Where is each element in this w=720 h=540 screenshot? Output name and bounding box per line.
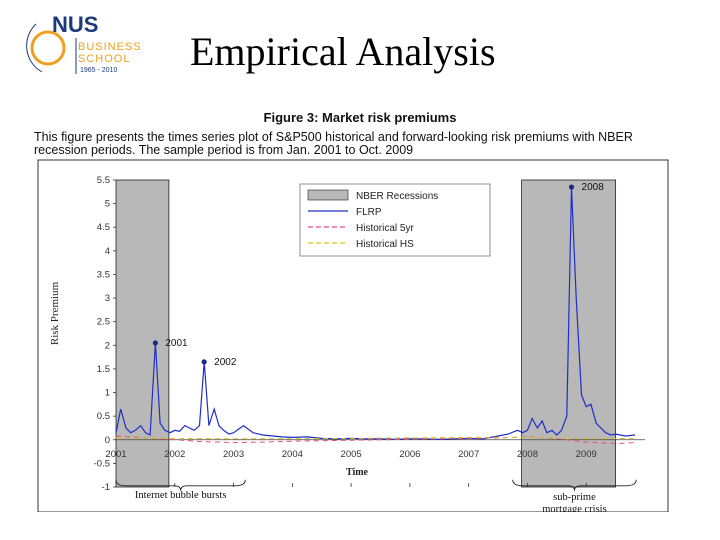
period-bracket-2 [512,479,637,491]
y-tick-label: 5.5 [97,175,110,186]
y-tick-label: -0.5 [94,458,110,469]
chart-frame [37,159,669,512]
figure-panel: Figure 3: Market risk premiums This figu… [30,102,690,512]
x-tick-label: 2007 [458,449,479,460]
logo-numeral: NUS [52,12,98,37]
period-bracket-label: Internet bubble bursts [135,490,227,501]
x-tick-label: 2006 [399,449,420,460]
annotation-label: 2001 [165,338,188,349]
y-tick-label: 5 [105,199,110,210]
y-tick-label: 2.5 [97,317,110,328]
x-tick-label: 2009 [576,449,597,460]
logo-years: 1965 - 2010 [80,67,117,74]
y-tick-label: 1.5 [97,364,110,375]
x-tick-label: 2003 [223,449,244,460]
period-bracket-label: mortgage crisis [542,504,606,512]
y-tick-label: 4.5 [97,222,110,233]
legend-label: NBER Recessions [356,191,438,202]
y-tick-label: 3.5 [97,269,110,280]
figure-caption: This figure presents the times series pl… [34,130,633,157]
logo-line2: SCHOOL [78,53,130,65]
x-tick-label: 2001 [105,449,126,460]
x-tick-label: 2004 [282,449,303,460]
annotation-marker [201,359,207,365]
legend-swatch [307,189,349,201]
slide-title: Empirical Analysis [190,29,496,74]
legend-label: FLRP [356,207,382,218]
nus-logo: NUS BUSINESS SCHOOL 1965 - 2010 [22,12,152,82]
annotation-label: 2002 [214,357,237,368]
series-line-historical-5yr [115,435,636,445]
logo-arc [26,23,43,73]
annotation-marker [152,340,158,346]
y-tick-label: -1 [102,482,110,493]
x-tick-label: 2005 [341,449,362,460]
x-axis-label: Time [346,467,369,478]
logo-ring [30,30,66,66]
logo-line1: BUSINESS [78,41,142,53]
legend-label: Historical HS [356,239,414,250]
y-tick-label: 3 [105,293,110,304]
period-bracket-1 [115,479,246,491]
legend-label: Historical 5yr [356,223,414,234]
period-bracket-label: sub-prime [553,492,596,503]
risk-premium-chart: -1 -0.5 0 0.5 1 1.5 2 2.5 3 3.5 4 4.5 5 5.5 2001 2002 20… [37,159,669,512]
y-tick-label: 4 [105,246,110,257]
recession-band-1 [115,179,170,488]
x-tick-label: 2008 [517,449,538,460]
y-tick-label: 2 [105,340,110,351]
y-tick-label: 0.5 [97,411,110,422]
y-tick-label: 1 [105,388,110,399]
y-axis-label: Risk Premium [49,281,61,345]
series-line-historical-hs [115,436,636,440]
x-tick-label: 2002 [164,449,185,460]
annotation-label: 2008 [582,182,605,193]
annotation-marker [568,184,575,190]
y-tick-label: 0 [105,435,110,446]
figure-title: Figure 3: Market risk premiums [263,110,457,125]
